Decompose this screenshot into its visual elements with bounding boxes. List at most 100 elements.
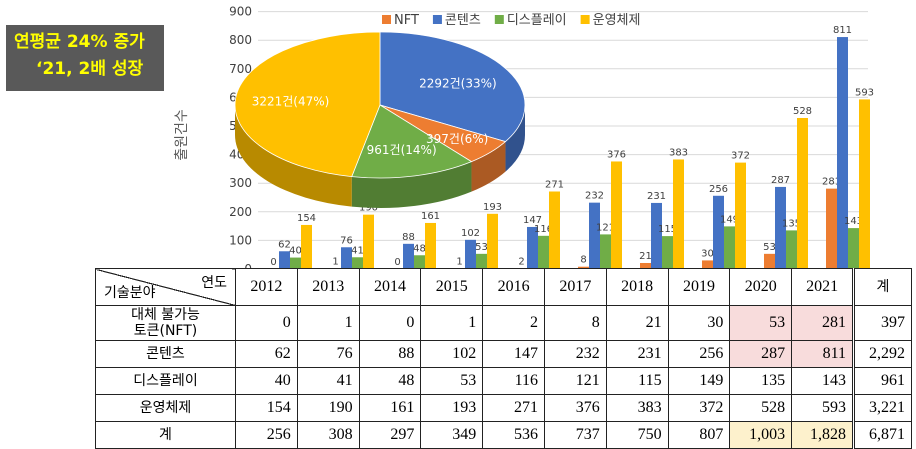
row-total-cell: 397	[854, 306, 912, 341]
row-label-line: 콘텐츠	[102, 346, 229, 362]
legend-swatch-디스플레이	[495, 15, 504, 24]
bar-data-label: 154	[297, 213, 316, 224]
bar-콘텐츠-2018	[651, 203, 662, 269]
table-cell: 1	[297, 306, 359, 341]
bar-data-label: 88	[402, 232, 415, 243]
y-tick-label: 100	[229, 233, 252, 247]
bar-운영체제-2012	[301, 225, 312, 269]
year-header: 2021	[792, 269, 854, 306]
bar-data-label: 376	[607, 149, 626, 160]
bar-data-label: 53	[763, 242, 776, 253]
table-cell: 143	[792, 368, 854, 395]
row-total-cell: 2,292	[854, 341, 912, 368]
bar-NFT-2020	[764, 254, 775, 269]
table-cell: 147	[483, 341, 545, 368]
bar-data-label: 102	[461, 228, 480, 239]
bar-data-label: 40	[289, 246, 302, 257]
table-cell: 528	[730, 395, 792, 422]
row-label: 운영체제	[96, 395, 236, 422]
table-cell: 154	[236, 395, 298, 422]
row-label-line: 운영체제	[102, 400, 229, 416]
table-cell: 190	[297, 395, 359, 422]
table-cell: 88	[359, 341, 421, 368]
table-cell: 256	[236, 422, 298, 449]
bar-data-label: 48	[413, 243, 426, 254]
bar-data-label: 528	[793, 106, 812, 117]
table-cell: 2	[483, 306, 545, 341]
table-cell: 48	[359, 368, 421, 395]
year-header: 2012	[236, 269, 298, 306]
bar-디스플레이-2015	[476, 254, 487, 269]
table-cell: 297	[359, 422, 421, 449]
table-cell: 536	[483, 422, 545, 449]
bar-디스플레이-2019	[724, 226, 735, 269]
bar-data-label: 271	[545, 179, 564, 190]
table-cell: 1	[421, 306, 483, 341]
year-header: 2013	[297, 269, 359, 306]
bar-data-label: 383	[669, 147, 688, 158]
bar-디스플레이-2021	[848, 228, 859, 269]
table-cell: 1,828	[792, 422, 854, 449]
bar-디스플레이-2018	[662, 236, 673, 269]
bar-운영체제-2013	[363, 215, 374, 269]
row-total-cell: 961	[854, 368, 912, 395]
bar-data-label: 372	[731, 151, 750, 162]
bar-운영체제-2021	[859, 99, 870, 269]
bar-data-label: 231	[647, 191, 666, 202]
year-header: 2017	[544, 269, 606, 306]
bar-data-label: 1	[332, 257, 338, 268]
legend-swatch-운영체제	[581, 15, 590, 24]
bar-data-label: 8	[580, 255, 586, 266]
pie-slice-label: 2292건(33%)	[419, 76, 497, 90]
table-cell: 1,003	[730, 422, 792, 449]
bar-운영체제-2014	[425, 223, 436, 269]
bar-운영체제-2017	[611, 161, 622, 269]
bar-data-label: 2	[518, 256, 524, 267]
legend-label: 콘텐츠	[445, 13, 481, 28]
table-cell: 349	[421, 422, 483, 449]
legend-label: NFT	[394, 13, 419, 28]
row-label: 디스플레이	[96, 368, 236, 395]
table-cell: 102	[421, 341, 483, 368]
legend-swatch-콘텐츠	[433, 15, 442, 24]
year-header: 2019	[668, 269, 730, 306]
bar-data-label: 0	[394, 257, 400, 268]
bar-콘텐츠-2021	[837, 37, 848, 269]
y-tick-label: 200	[229, 205, 252, 219]
legend-label: 운영체제	[593, 13, 641, 28]
bar-NFT-2021	[826, 189, 837, 269]
table-cell: 807	[668, 422, 730, 449]
bar-운영체제-2019	[735, 163, 746, 269]
table-cell: 115	[606, 368, 668, 395]
corner-year-label: 연도	[201, 272, 227, 292]
bar-콘텐츠-2017	[589, 203, 600, 269]
table-cell: 0	[359, 306, 421, 341]
year-header: 2014	[359, 269, 421, 306]
table-cell: 287	[730, 341, 792, 368]
table-cell: 232	[544, 341, 606, 368]
bar-data-label: 21	[639, 251, 652, 262]
table-cell: 750	[606, 422, 668, 449]
table-cell: 30	[668, 306, 730, 341]
table-cell: 193	[421, 395, 483, 422]
table-cell: 21	[606, 306, 668, 341]
table-cell: 271	[483, 395, 545, 422]
bar-디스플레이-2016	[538, 236, 549, 269]
bar-data-label: 41	[351, 245, 364, 256]
bar-data-label: 1	[456, 257, 462, 268]
bar-data-label: 30	[701, 248, 714, 259]
table-cell: 811	[792, 341, 854, 368]
table-cell: 62	[236, 341, 298, 368]
bar-디스플레이-2014	[414, 255, 425, 269]
total-header: 계	[854, 269, 912, 306]
year-header: 2016	[483, 269, 545, 306]
bar-data-label: 193	[483, 202, 502, 213]
row-total-cell: 6,871	[854, 422, 912, 449]
table-cell: 376	[544, 395, 606, 422]
bar-운영체제-2016	[549, 191, 560, 269]
y-axis-label: 출원건수	[174, 109, 190, 161]
